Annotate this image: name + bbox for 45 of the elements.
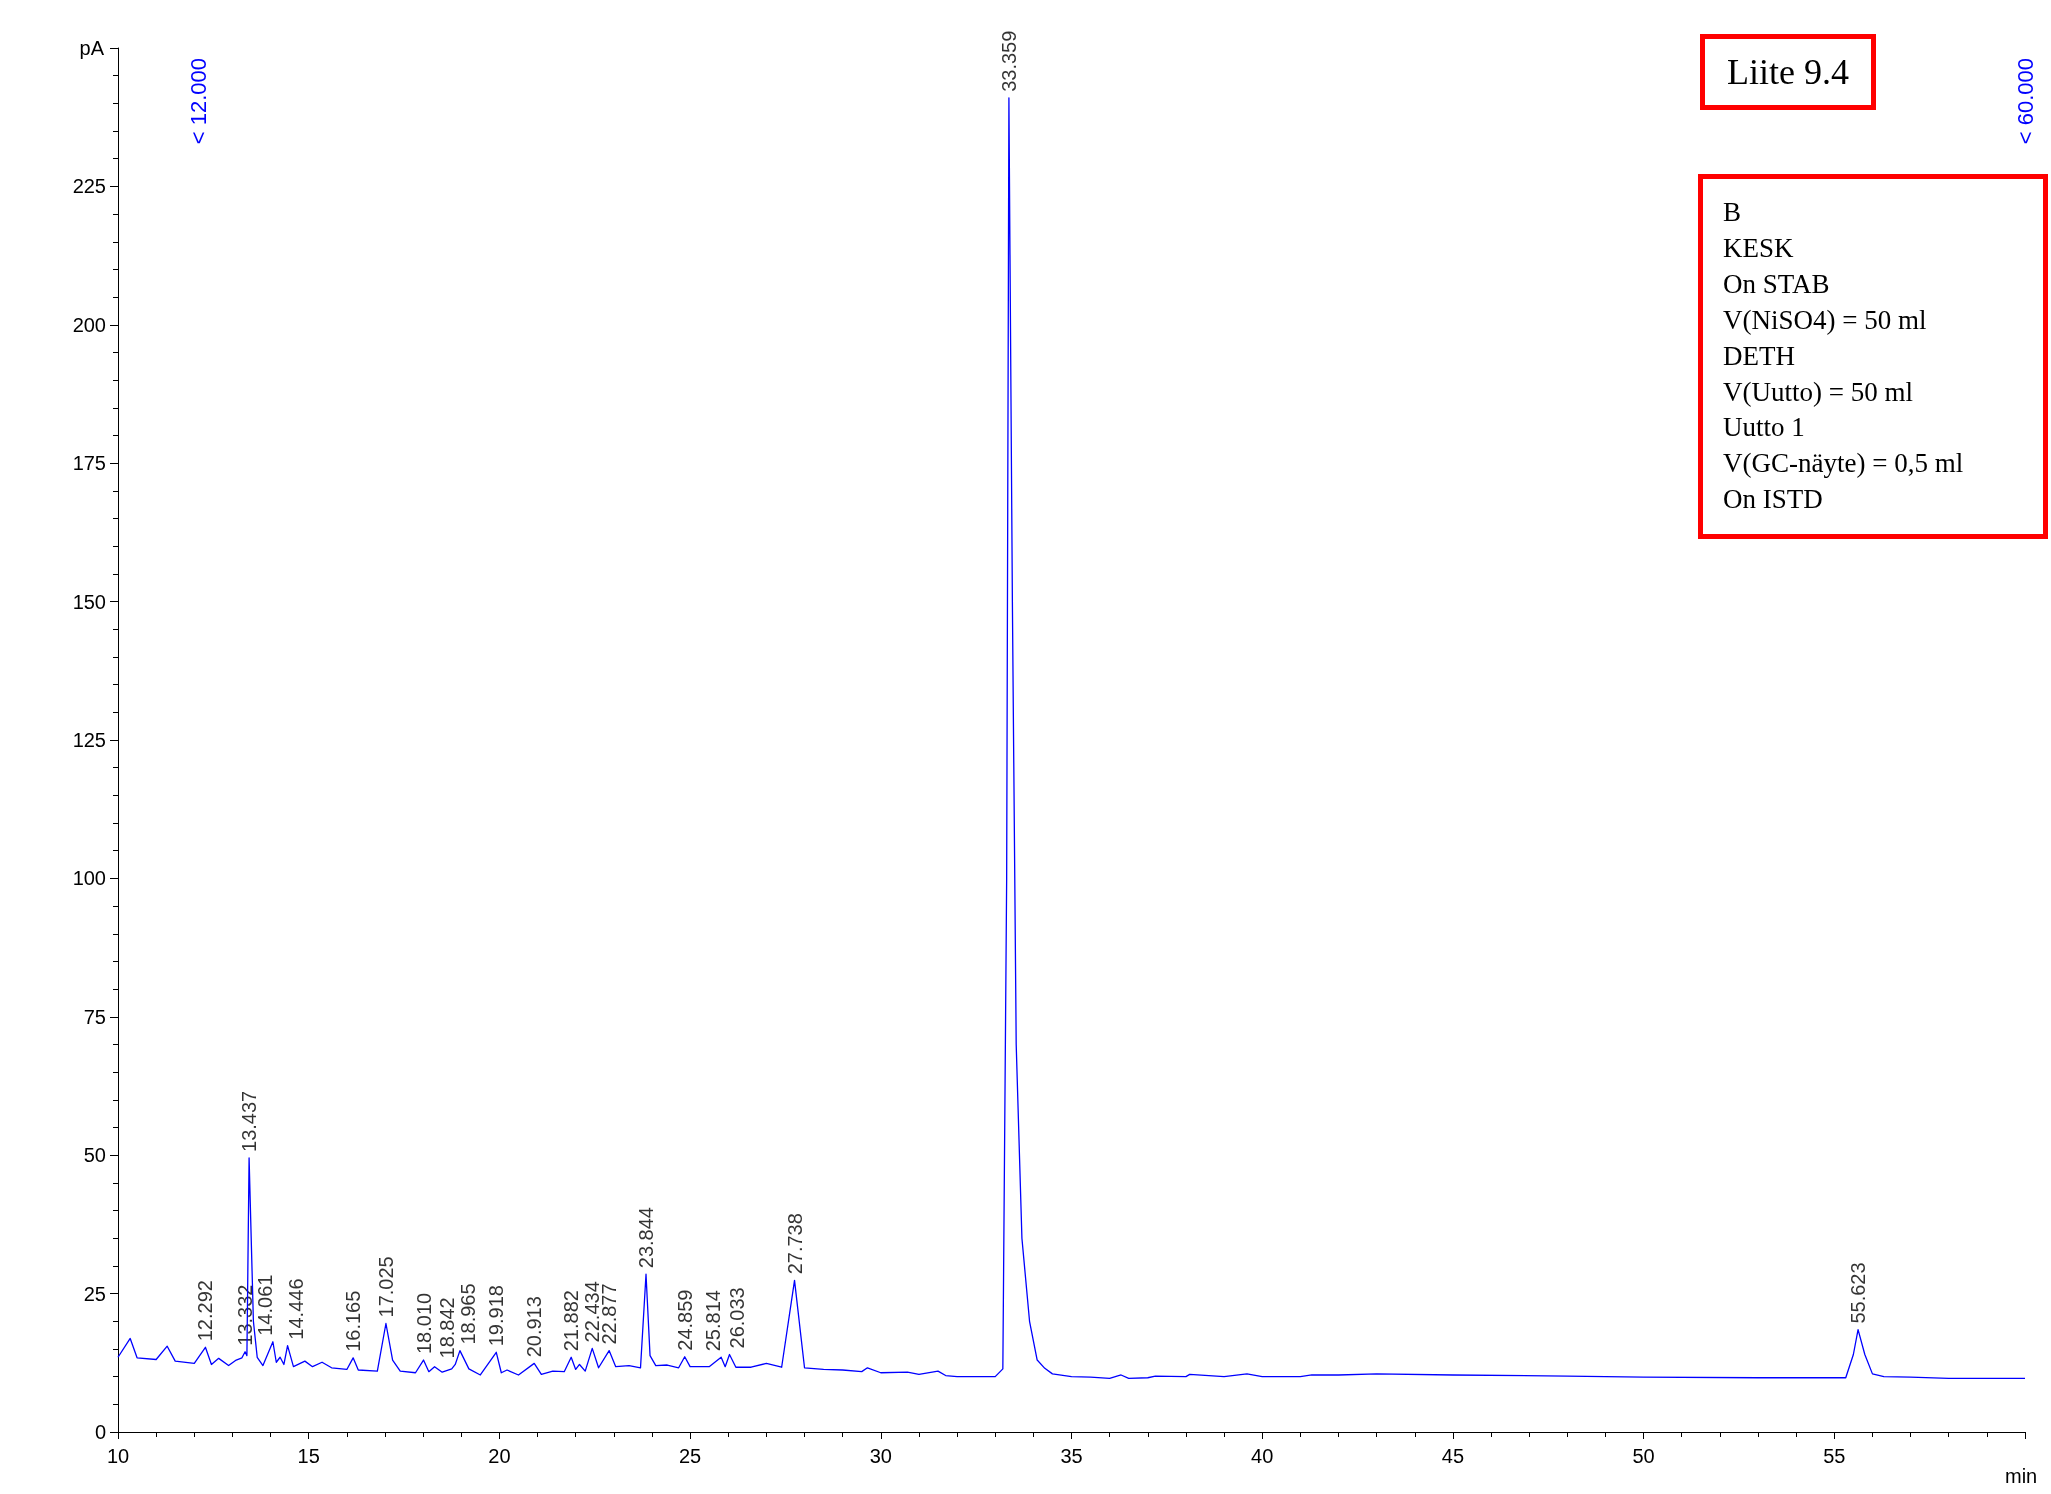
annotation: 33.359 [997, 30, 1020, 92]
x-tick-label: 35 [1060, 1445, 1083, 1467]
y-tick-label: 150 [72, 590, 106, 613]
x-tick-label: 50 [1632, 1445, 1655, 1467]
annotation: 13.437 [238, 1090, 261, 1152]
x-tick-label: 20 [488, 1445, 511, 1467]
annotation: < 60.000 [2013, 58, 2039, 145]
annotation: 20.913 [523, 1296, 546, 1358]
y-tick-label: 0 [94, 1421, 106, 1443]
annotation: 16.165 [342, 1290, 365, 1352]
y-tick-label: 100 [72, 867, 106, 890]
annotation: 22.877 [598, 1283, 621, 1345]
annotation: 55.623 [1847, 1262, 1870, 1324]
annotation: 17.025 [374, 1256, 397, 1318]
annotation: 27.738 [783, 1213, 806, 1275]
x-tick-label: 55 [1823, 1445, 1846, 1467]
annotation: 18.010 [412, 1292, 435, 1355]
annotation: < 12.000 [186, 58, 212, 145]
y-tick-label: 225 [72, 175, 106, 198]
y-tick-label: 200 [72, 313, 106, 336]
x-tick-label: 30 [869, 1445, 892, 1467]
annotation: 18.965 [456, 1283, 479, 1345]
annotation: 21.882 [560, 1290, 583, 1352]
x-tick-label: 10 [106, 1445, 130, 1467]
x-tick-label: 25 [678, 1445, 702, 1467]
x-axis-title: min [2005, 1465, 2038, 1487]
y-tick-label: 125 [72, 729, 106, 751]
note-box: B KESK On STAB V(NiSO4) = 50 ml DETH V(Uutto) = 50 ml Uutto 1 V(GC-näyte) = 0,5 ml On ISTD [1698, 174, 2048, 540]
y-tick-label: 75 [83, 1005, 106, 1028]
annotation: 23.844 [635, 1207, 658, 1269]
annotation: 19.918 [485, 1285, 508, 1347]
y-tick-label: 25 [83, 1282, 106, 1305]
annotation: 26.033 [726, 1287, 749, 1349]
note-box: Liite 9.4 [1700, 34, 1876, 110]
x-tick-label: 45 [1441, 1445, 1465, 1467]
annotation: 24.859 [673, 1289, 696, 1351]
annotation: 12.292 [194, 1280, 217, 1342]
y-tick-label: 175 [72, 452, 106, 475]
annotation: 25.814 [702, 1290, 725, 1352]
x-tick-label: 40 [1251, 1445, 1274, 1467]
y-tick-label: 50 [83, 1144, 106, 1167]
annotation: 14.446 [284, 1278, 307, 1340]
annotation: 18.842 [436, 1297, 459, 1359]
x-tick-label: 15 [297, 1445, 320, 1467]
y-axis-title: pA [79, 37, 105, 59]
